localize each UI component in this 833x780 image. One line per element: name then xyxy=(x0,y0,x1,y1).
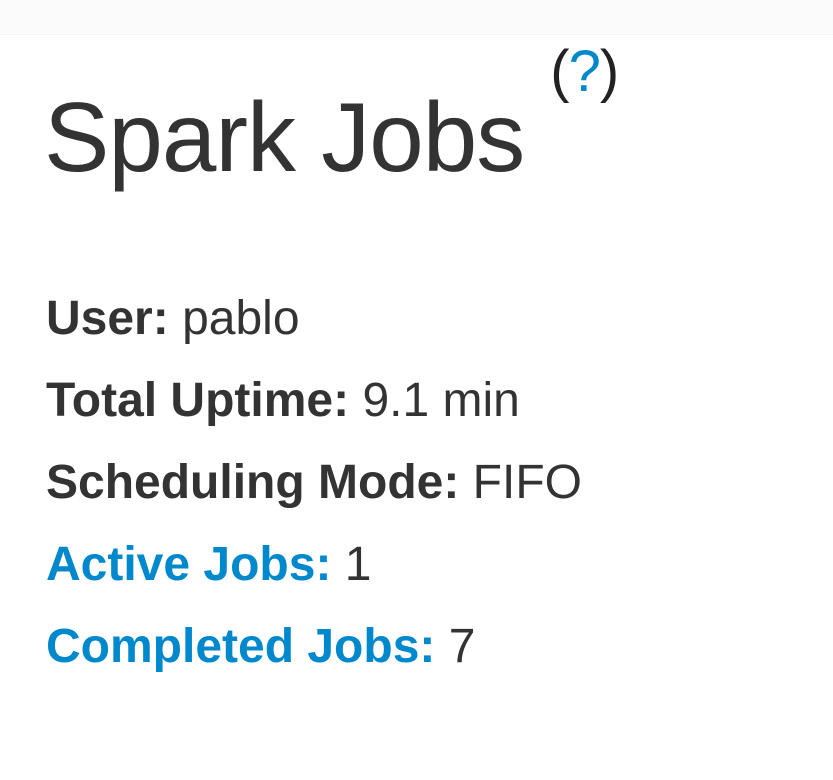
user-value: pablo xyxy=(182,292,300,345)
page-title: Spark Jobs(?) xyxy=(44,43,619,186)
completed-jobs-count: 7 xyxy=(448,620,476,673)
help-link[interactable]: ? xyxy=(568,39,601,105)
summary-scheduling-mode: Scheduling Mode: FIFO xyxy=(46,452,582,534)
summary-list: User: pablo Total Uptime: 9.1 min Schedu… xyxy=(46,288,582,698)
help-tooltip: (?) xyxy=(550,39,619,105)
user-label: User: xyxy=(46,292,169,345)
summary-user: User: pablo xyxy=(46,288,582,370)
scheduling-mode-label: Scheduling Mode: xyxy=(46,456,460,509)
summary-active-jobs: Active Jobs: 1 xyxy=(46,534,582,616)
active-jobs-count: 1 xyxy=(344,538,372,591)
scheduling-mode-value: FIFO xyxy=(472,456,582,509)
completed-jobs-link[interactable]: Completed Jobs: xyxy=(46,620,436,673)
summary-uptime: Total Uptime: 9.1 min xyxy=(46,370,582,452)
navbar xyxy=(0,0,833,35)
active-jobs-link[interactable]: Active Jobs: xyxy=(46,538,332,591)
summary-completed-jobs: Completed Jobs: 7 xyxy=(46,616,582,698)
page-title-text: Spark Jobs xyxy=(44,82,525,192)
uptime-label: Total Uptime: xyxy=(46,374,350,427)
uptime-value: 9.1 min xyxy=(362,374,520,427)
